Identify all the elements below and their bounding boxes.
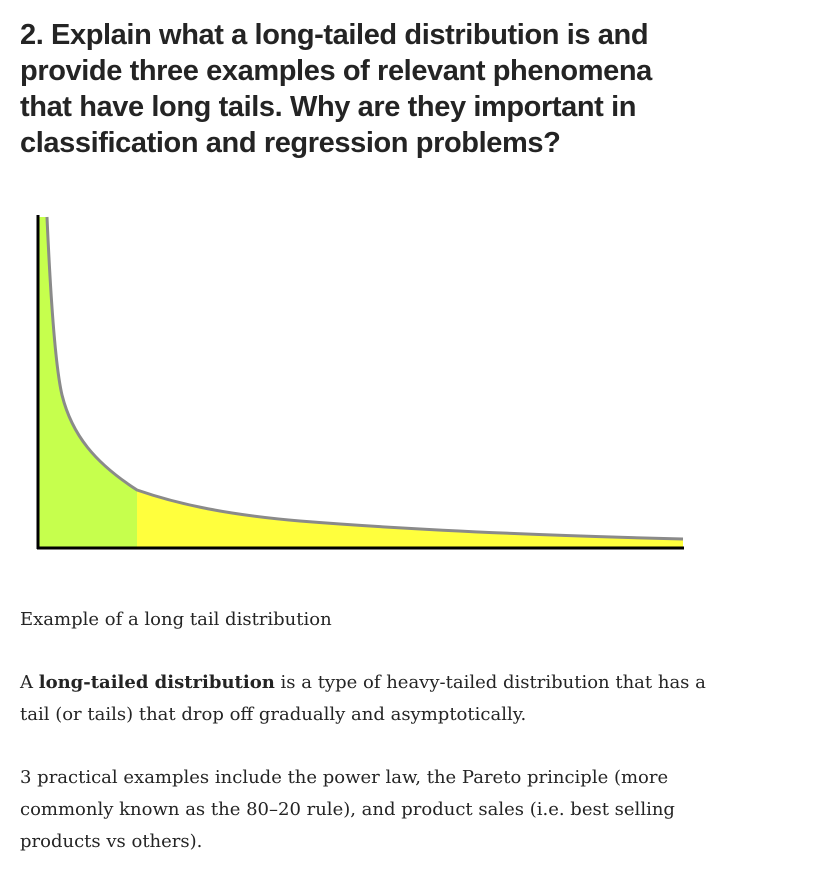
long-tail-illustration — [0, 205, 700, 565]
definition-term: long-tailed distribution — [38, 672, 275, 693]
question-heading: 2. Explain what a long-tailed distributi… — [20, 19, 652, 159]
tail-region — [137, 490, 683, 548]
long-tail-curve-graphic — [36, 215, 684, 550]
definition-lead: A — [20, 672, 39, 693]
distribution-curve — [45, 216, 684, 541]
definition-text: is a type of heavy-tailed distribution t… — [20, 672, 706, 725]
figure-caption: Example of a long tail distribution — [20, 609, 332, 630]
definition-paragraph: A long-tailed distribution is a type of … — [20, 667, 720, 731]
examples-paragraph: 3 practical examples include the power l… — [20, 767, 675, 852]
head-region — [38, 217, 137, 548]
